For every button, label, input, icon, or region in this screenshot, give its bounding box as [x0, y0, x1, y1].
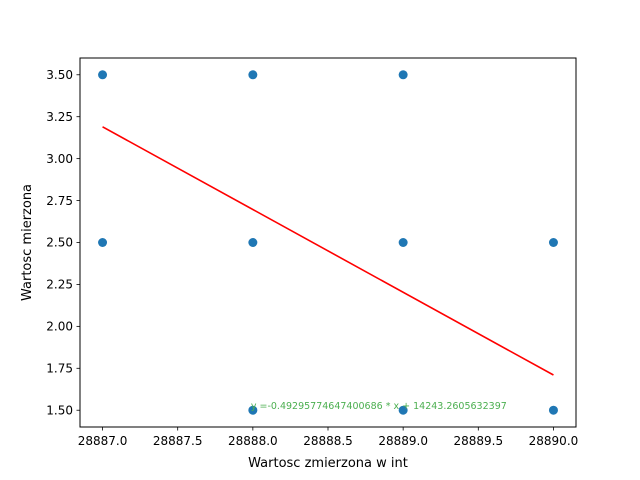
x-tick-label: 28887.0	[78, 434, 128, 448]
x-tick-label: 28888.0	[228, 434, 278, 448]
scatter-point	[398, 405, 408, 415]
scatter-point	[248, 70, 258, 80]
scatter-point	[98, 70, 108, 80]
plot-frame	[79, 57, 577, 428]
scatter-point	[548, 405, 558, 415]
scatter-point	[248, 405, 258, 415]
y-tick-label: 1.50	[46, 403, 73, 417]
y-tick-label: 3.50	[46, 68, 73, 82]
regression-line	[102, 126, 554, 376]
series-layer	[98, 70, 558, 415]
scatter-point	[248, 238, 258, 247]
y-tick-label: 2.25	[46, 278, 73, 292]
scatter-point	[398, 70, 408, 80]
y-tick-label: 2.75	[46, 194, 73, 208]
x-tick-label: 28888.5	[303, 434, 353, 448]
x-tick-label: 28889.5	[453, 434, 503, 448]
y-axis-label: Wartosc mierzona	[20, 184, 35, 301]
scatter-point	[398, 238, 408, 247]
scatter-point	[548, 238, 558, 247]
scatter-point	[98, 238, 108, 247]
y-tick-label: 2.50	[46, 236, 73, 250]
y-tick-label: 3.00	[46, 152, 73, 166]
ticks-layer: 28887.0 28887.5 28888.0 28888.5 28889.0 28889…	[46, 68, 578, 448]
x-tick-label: 28887.5	[153, 434, 203, 448]
x-tick-label: 28889.0	[378, 434, 428, 448]
x-axis-label: Wartosc zmierzona w int	[248, 456, 408, 471]
y-tick-label: 3.25	[46, 110, 73, 124]
x-tick-label: 28890.0	[529, 434, 579, 448]
y-tick-label: 2.00	[46, 320, 73, 334]
y-tick-label: 1.75	[46, 361, 73, 375]
regression-equation-annotation: y =-0.49295774647400686 * x + 14243.2605…	[251, 401, 507, 412]
